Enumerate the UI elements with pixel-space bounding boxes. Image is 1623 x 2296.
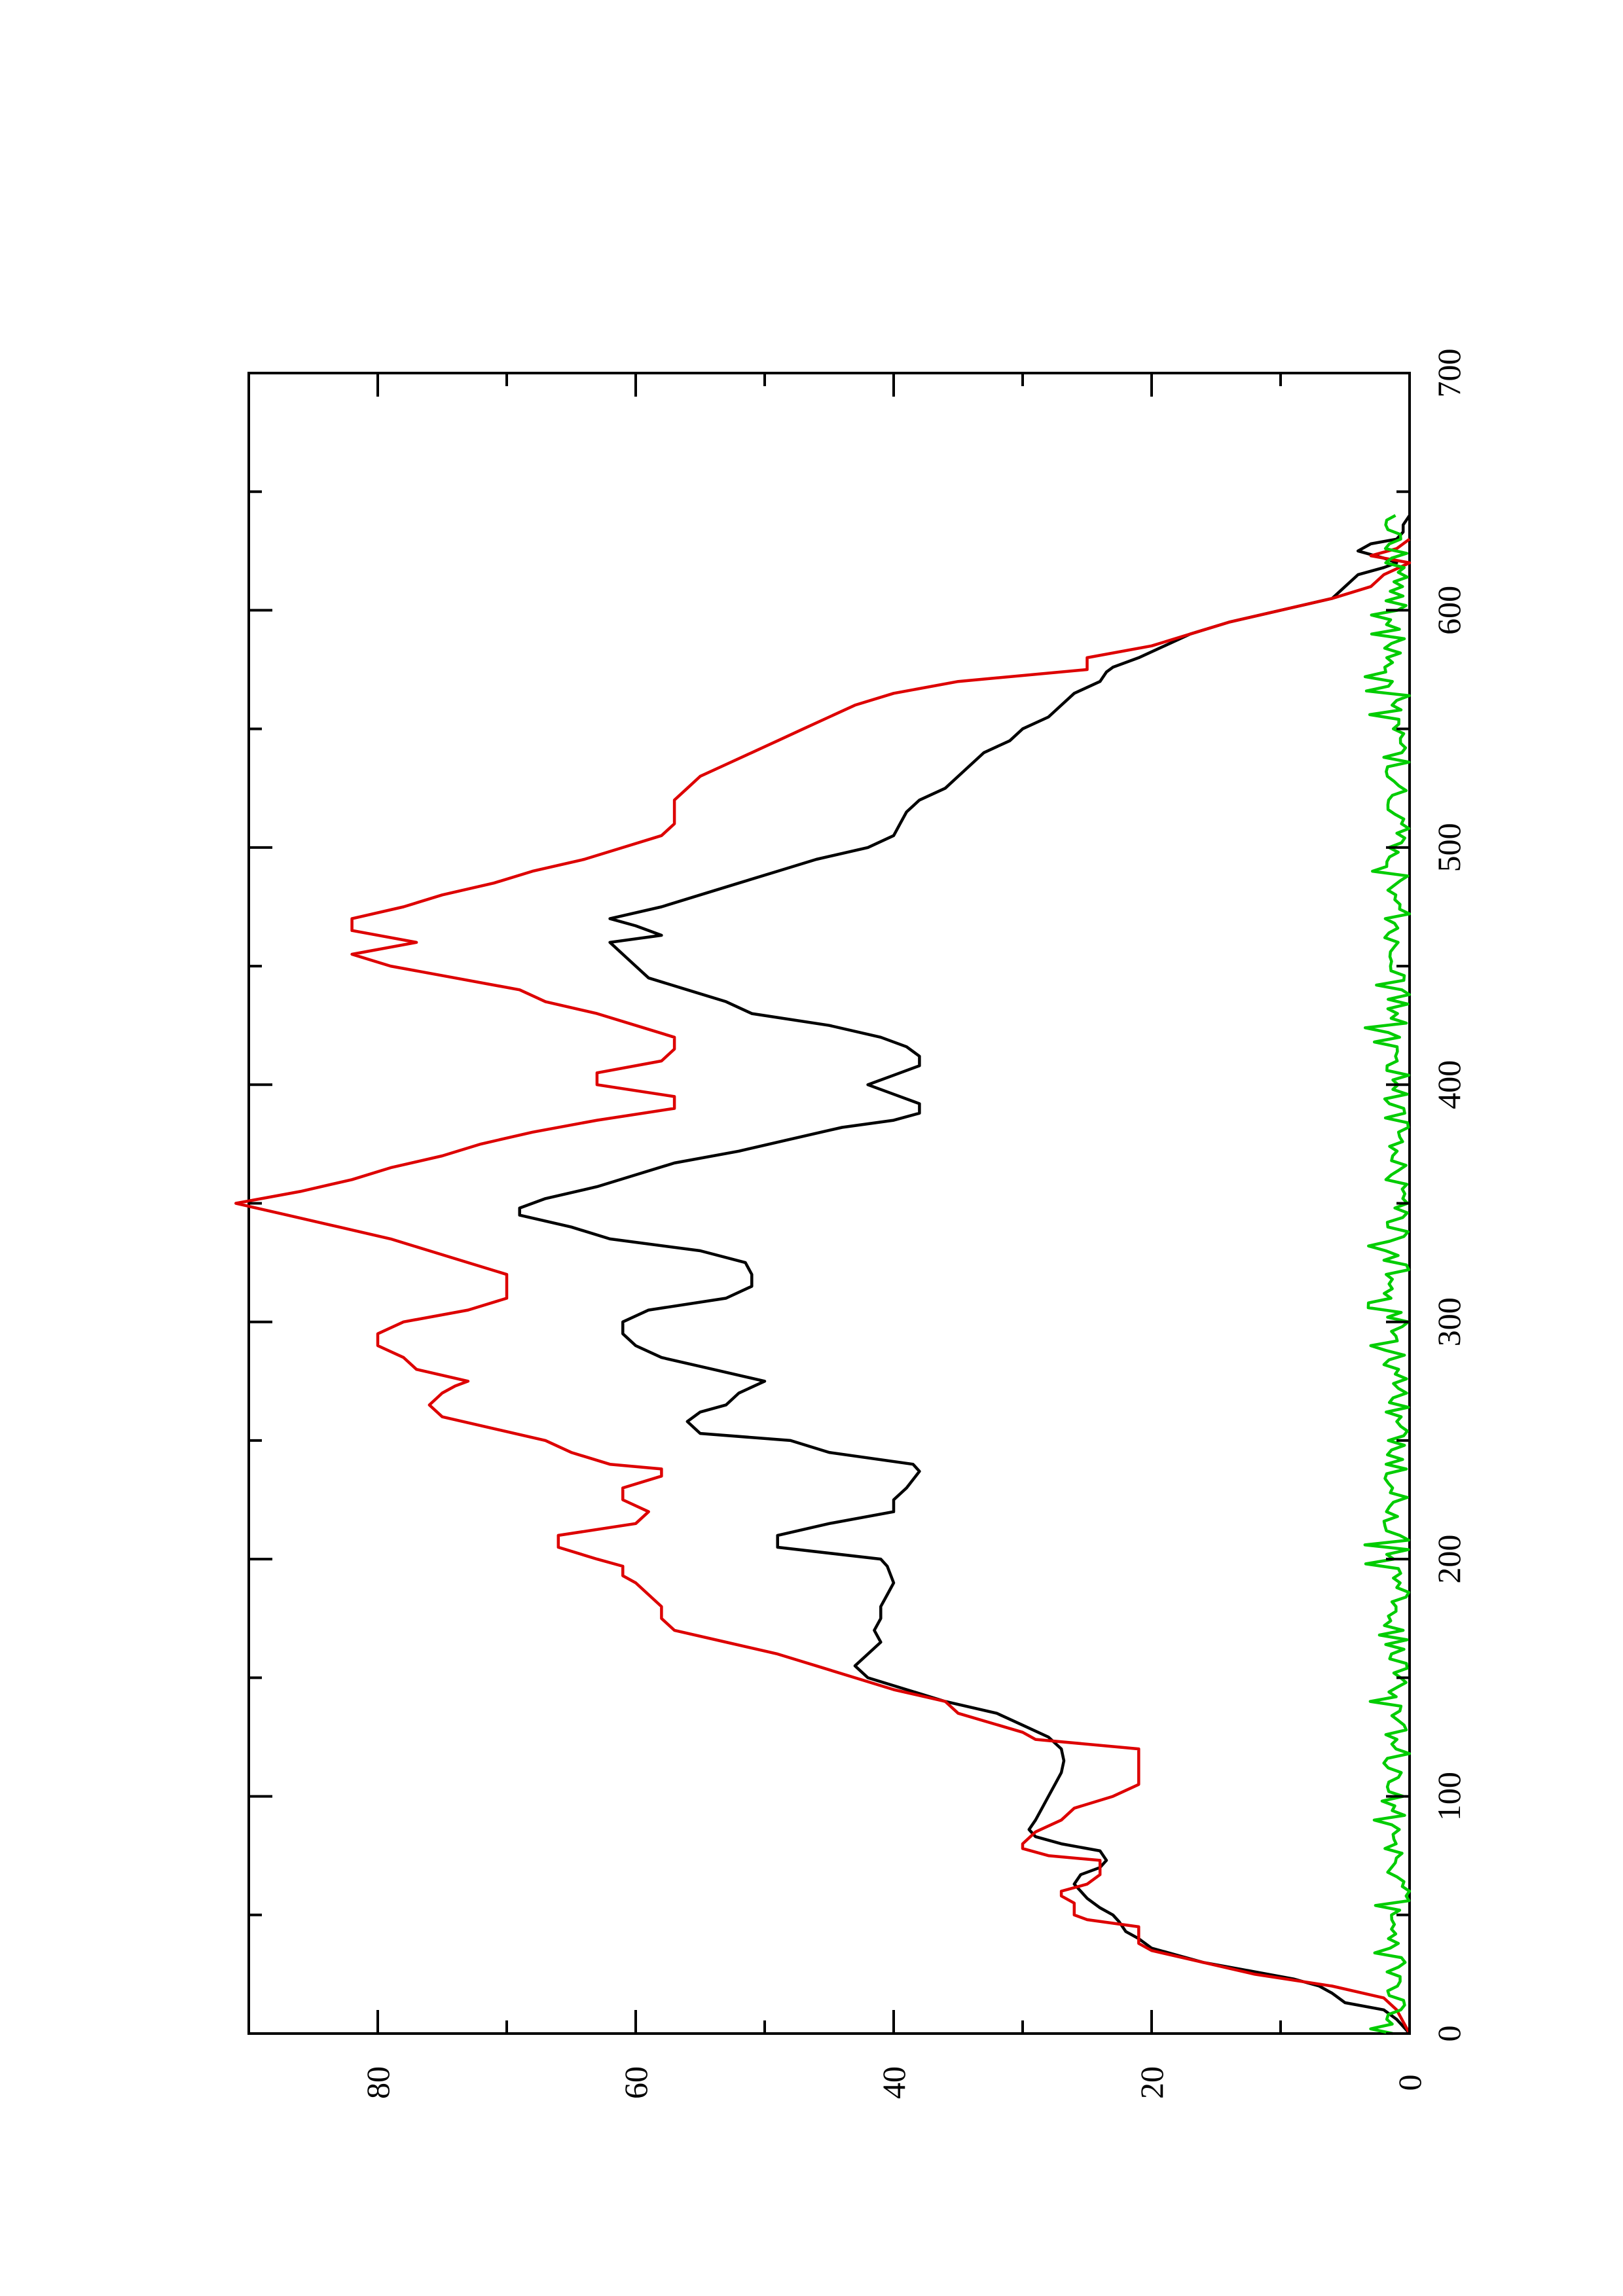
tick-layer	[247, 372, 1411, 2035]
x-tick-label: 100	[1431, 1772, 1467, 1821]
y-tick-label: 60	[617, 2066, 654, 2099]
series-line-3	[1363, 514, 1412, 2036]
x-tick-label: 300	[1431, 1297, 1467, 1346]
x-tick-label: 700	[1431, 349, 1467, 398]
series-layer	[234, 514, 1412, 2036]
x-tick-label: 500	[1431, 823, 1467, 872]
y-tick-label: 80	[359, 2066, 396, 2099]
x-tick-label: 0	[1431, 2026, 1467, 2042]
x-tick-label: 200	[1431, 1535, 1467, 1584]
tick-label-layer: 0 100 200 300 400 500 600 700 0 20 40 60 80	[359, 349, 1467, 2100]
x-tick-label: 600	[1431, 586, 1467, 635]
x-tick-label: 400	[1431, 1060, 1467, 1109]
y-tick-label: 0	[1391, 2075, 1428, 2091]
y-tick-label: 20	[1133, 2066, 1170, 2099]
y-tick-label: 40	[875, 2066, 912, 2099]
series-line-2	[234, 537, 1412, 2035]
plot-area: 0 100 200 300 400 500 600 700 0 20 40 60 80	[234, 349, 1467, 2100]
series-line-1	[518, 514, 1411, 2035]
